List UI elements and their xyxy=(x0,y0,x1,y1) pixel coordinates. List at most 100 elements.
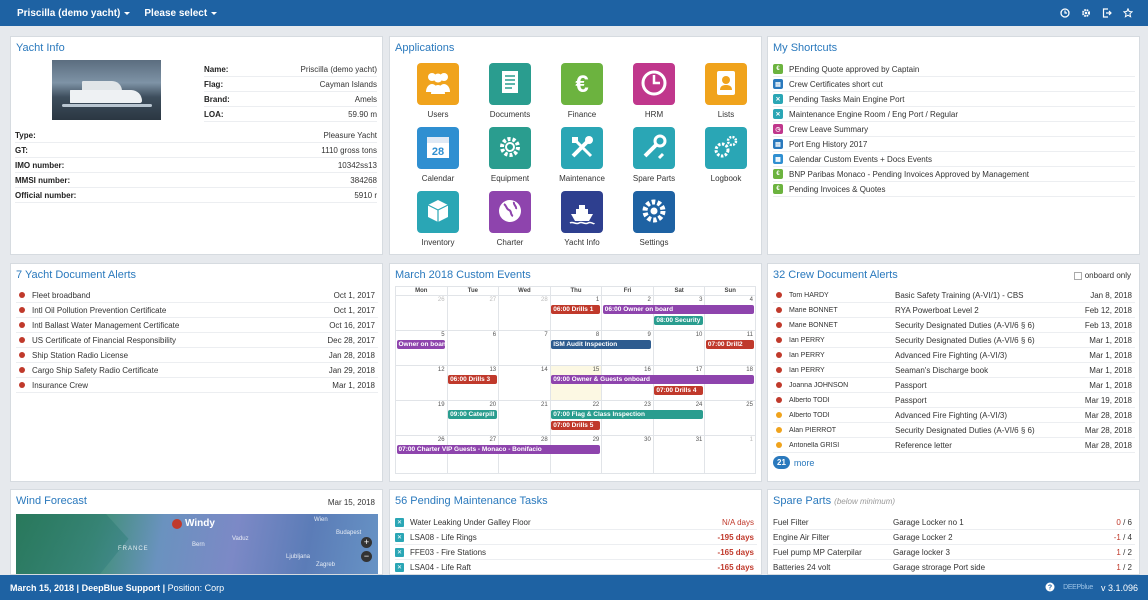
calendar-day-cell[interactable]: 26 xyxy=(395,296,447,331)
calendar-event[interactable]: 09:00 Owner & Guests onboard xyxy=(551,375,755,384)
spare-parts-title[interactable]: Spare Parts xyxy=(773,495,832,507)
spare-part-row[interactable]: Fuel Filter Garage Locker no 1 0 / 6 xyxy=(773,515,1135,530)
logout-icon[interactable] xyxy=(1101,7,1113,19)
calendar-event[interactable]: 07:00 Drills 5 xyxy=(551,421,600,430)
calendar-event[interactable]: Owner on boan xyxy=(396,340,446,349)
calendar-event[interactable]: 06:00 Drills 1 xyxy=(551,305,600,314)
calendar-day-cell[interactable]: 25 xyxy=(704,401,756,436)
calendar-day-cell[interactable]: 5 xyxy=(395,331,447,366)
calendar-day-cell[interactable]: 8 xyxy=(549,331,602,366)
calendar-day-cell[interactable]: 22 xyxy=(549,401,602,436)
crew-alert-row[interactable]: Alberto TODI Advanced Fire Fighting (A-VI… xyxy=(773,408,1135,423)
app-equipment[interactable]: Equipment xyxy=(474,127,546,183)
calendar-event[interactable]: 06:00 Owner on board xyxy=(602,305,755,314)
app-lists[interactable]: Lists xyxy=(690,63,761,119)
more-crew-alerts-link[interactable]: 21 more xyxy=(773,456,814,469)
crew-alert-row[interactable]: Ian PERRY Security Designated Duties (A-V… xyxy=(773,333,1135,348)
gear-icon[interactable] xyxy=(1080,7,1092,19)
calendar-day-cell[interactable]: 12 xyxy=(395,366,447,401)
yacht-document-alerts-title[interactable]: 7 Yacht Document Alerts xyxy=(16,269,137,281)
maintenance-task-row[interactable]: ✕ LSA04 - Life Raft -165 days xyxy=(395,560,757,574)
app-users[interactable]: Users xyxy=(402,63,474,119)
calendar-day-cell[interactable]: 13 xyxy=(446,366,499,401)
crew-alert-row[interactable]: Alberto TODI Passport Mar 19, 2018 xyxy=(773,393,1135,408)
onboard-only-toggle[interactable]: onboard only xyxy=(1073,271,1131,280)
calendar-day-cell[interactable]: 2 xyxy=(601,296,653,331)
yacht-alert-row[interactable]: Cargo Ship Safety Radio Certificate Jan 2… xyxy=(16,363,378,378)
yacht-alert-row[interactable]: Intl Ballast Water Management Certificat… xyxy=(16,318,378,333)
calendar-day-cell[interactable]: 27 xyxy=(446,296,499,331)
maintenance-task-row[interactable]: ✕ Water Leaking Under Galley Floor N/A day… xyxy=(395,515,757,530)
shortcut-item[interactable]: ▦ Calendar Custom Events + Docs Events xyxy=(773,152,1135,167)
calendar-event[interactable]: 08:00 Security xyxy=(654,316,703,325)
menu-selector[interactable]: Please select xyxy=(144,8,218,19)
shortcut-item[interactable]: € PEnding Quote approved by Captain xyxy=(773,62,1135,77)
onboard-only-checkbox[interactable] xyxy=(1073,271,1082,280)
calendar-event[interactable]: 06:00 Drills 3 xyxy=(448,375,497,384)
calendar-day-cell[interactable]: 28 xyxy=(498,296,550,331)
shortcut-item[interactable]: € BNP Paribas Monaco - Pending Invoices A… xyxy=(773,167,1135,182)
calendar-event[interactable]: ISM Audit Inspection xyxy=(551,340,652,349)
calendar-event[interactable]: 07:00 Charter VIP Guests - Monaco - Boni… xyxy=(396,445,600,454)
calendar-day-cell[interactable]: 6 xyxy=(446,331,499,366)
app-settings[interactable]: Settings xyxy=(618,191,690,247)
star-icon[interactable] xyxy=(1122,7,1134,19)
crew-alert-row[interactable]: Ian PERRY Seaman's Discharge book Mar 1, 2… xyxy=(773,363,1135,378)
app-charter[interactable]: Charter xyxy=(474,191,546,247)
app-calendar[interactable]: 28 Calendar xyxy=(402,127,474,183)
calendar-day-cell[interactable]: 1 xyxy=(704,436,756,474)
app-documents[interactable]: Documents xyxy=(474,63,546,119)
calendar-day-cell[interactable]: 14 xyxy=(498,366,550,401)
calendar-day-cell[interactable]: 20 xyxy=(446,401,499,436)
crew-alert-row[interactable]: Marie BONNET Security Designated Duties (… xyxy=(773,318,1135,333)
calendar-day-cell[interactable]: 11 xyxy=(704,331,756,366)
zoom-out-button[interactable]: − xyxy=(361,551,372,562)
calendar-event[interactable]: 07:00 Drills 4 xyxy=(654,386,703,395)
calendar-day-cell[interactable]: 7 xyxy=(498,331,550,366)
yacht-alert-row[interactable]: Insurance Crew Mar 1, 2018 xyxy=(16,378,378,393)
spare-part-row[interactable]: Fuel pump MP Caterpilar Garage locker 3 1 … xyxy=(773,545,1135,560)
spare-part-row[interactable]: Engine Air Filter Garage Locker 2 -1 / 4 xyxy=(773,530,1135,545)
app-hrm[interactable]: HRM xyxy=(618,63,690,119)
calendar-day-cell[interactable]: 19 xyxy=(395,401,447,436)
crew-alert-row[interactable]: Tom HARDY Basic Safety Training (A-VI/1) … xyxy=(773,288,1135,303)
shortcut-item[interactable]: ▤ Crew Certificates short cut xyxy=(773,77,1135,92)
wind-map[interactable]: Windy Wien Budapest Bern Vaduz FRANCE Za… xyxy=(16,514,378,574)
calendar-day-cell[interactable]: 31 xyxy=(652,436,705,474)
shortcut-item[interactable]: € Pending Invoices & Quotes xyxy=(773,182,1135,197)
crew-alert-row[interactable]: Marie BONNET RYA Powerboat Level 2 Feb 12,… xyxy=(773,303,1135,318)
spare-part-row[interactable]: Batteries 24 volt Garage strorage Port si… xyxy=(773,560,1135,574)
yacht-alert-row[interactable]: Ship Station Radio License Jan 28, 2018 xyxy=(16,348,378,363)
maintenance-task-row[interactable]: ✕ FFE03 - Fire Stations -165 days xyxy=(395,545,757,560)
calendar-day-cell[interactable]: 30 xyxy=(601,436,653,474)
crew-alert-row[interactable]: Joanna JOHNSON Passport Mar 1, 2018 xyxy=(773,378,1135,393)
app-inventory[interactable]: Inventory xyxy=(402,191,474,247)
app-finance[interactable]: € Finance xyxy=(546,63,618,119)
shortcut-item[interactable]: ✕ Maintenance Engine Room / Eng Port / Re… xyxy=(773,107,1135,122)
app-maintenance[interactable]: Maintenance xyxy=(546,127,618,183)
crew-alert-row[interactable]: Alan PIERROT Security Designated Duties (… xyxy=(773,423,1135,438)
yacht-alert-row[interactable]: Intl Oil Pollution Prevention Certificat… xyxy=(16,303,378,318)
calendar-day-cell[interactable]: 26 xyxy=(395,436,447,474)
wind-forecast-title[interactable]: Wind Forecast xyxy=(16,495,87,507)
calendar-day-cell[interactable]: 10 xyxy=(652,331,705,366)
shortcut-item[interactable]: ▤ Port Eng History 2017 xyxy=(773,137,1135,152)
app-spare-parts[interactable]: Spare Parts xyxy=(618,127,690,183)
calendar-title[interactable]: March 2018 Custom Events xyxy=(395,269,531,281)
clock-icon[interactable] xyxy=(1059,7,1071,19)
maintenance-tasks-title[interactable]: 56 Pending Maintenance Tasks xyxy=(395,495,548,507)
shortcut-item[interactable]: ✕ Pending Tasks Main Engine Port xyxy=(773,92,1135,107)
crew-alert-row[interactable]: Ian PERRY Advanced Fire Fighting (A-VI/3)… xyxy=(773,348,1135,363)
calendar-event[interactable]: 09:00 Caterpill xyxy=(448,410,497,419)
calendar-day-cell[interactable]: 21 xyxy=(498,401,550,436)
calendar-day-cell[interactable]: 27 xyxy=(446,436,499,474)
calendar-event[interactable]: 07:00 Flag & Class Inspection xyxy=(551,410,703,419)
zoom-in-button[interactable]: + xyxy=(361,537,372,548)
yacht-alert-row[interactable]: Fleet broadband Oct 1, 2017 xyxy=(16,288,378,303)
app-logbook[interactable]: Logbook xyxy=(690,127,761,183)
calendar-day-cell[interactable]: 1 xyxy=(549,296,602,331)
yacht-alert-row[interactable]: US Certificate of Financial Responsibili… xyxy=(16,333,378,348)
crew-document-alerts-title[interactable]: 32 Crew Document Alerts xyxy=(773,269,898,281)
shortcut-item[interactable]: ◷ Crew Leave Summary xyxy=(773,122,1135,137)
maintenance-task-row[interactable]: ✕ LSA08 - Life Rings -195 days xyxy=(395,530,757,545)
